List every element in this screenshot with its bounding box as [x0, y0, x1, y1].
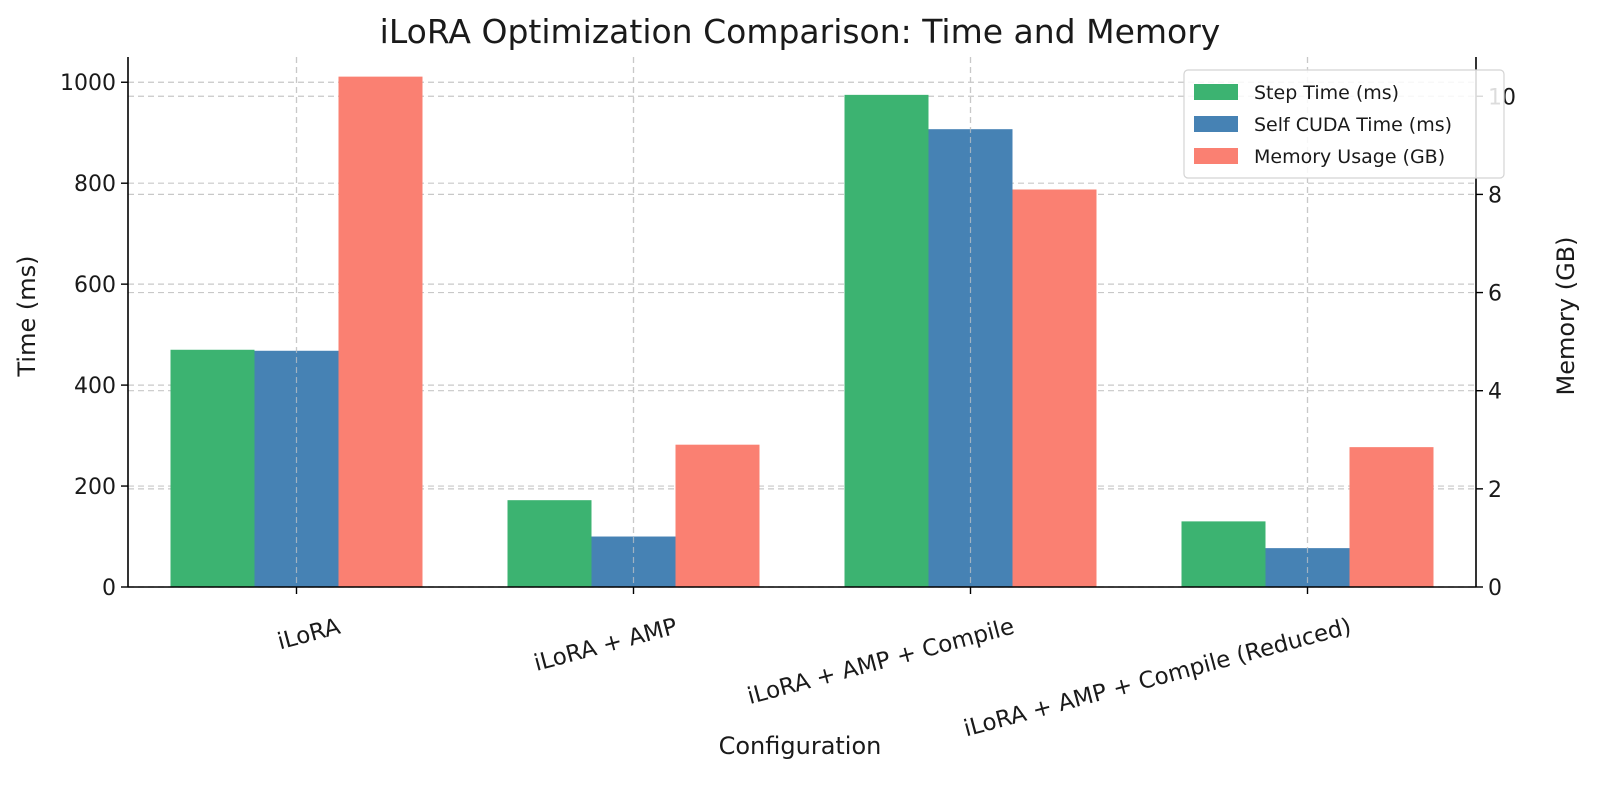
y2-tick-label: 8: [1488, 183, 1502, 208]
chart-title: iLoRA Optimization Comparison: Time and …: [380, 12, 1221, 51]
bar: [1349, 447, 1434, 587]
y-tick-label: 0: [102, 576, 116, 601]
x-tick-label: iLoRA + AMP + Compile: [745, 614, 1017, 710]
legend-entry: Memory Usage (GB): [1254, 146, 1445, 168]
legend-entry: Step Time (ms): [1254, 82, 1399, 104]
x-tick-label: iLoRA: [275, 614, 343, 656]
y2-axis-label: Memory (GB): [1552, 236, 1580, 395]
y2-tick-label: 6: [1488, 282, 1502, 307]
y2-tick-label: 2: [1488, 478, 1502, 503]
legend-swatch: [1194, 148, 1238, 164]
legend-swatch: [1194, 116, 1238, 132]
bar: [507, 500, 592, 587]
bar: [170, 349, 255, 587]
bars-layer: [170, 57, 1434, 587]
bar: [844, 94, 929, 587]
x-tick-label: iLoRA + AMP + Compile (Reduced): [961, 614, 1354, 743]
bar: [338, 76, 423, 587]
y2-tick-label: 4: [1488, 380, 1502, 405]
y-tick-label: 600: [74, 273, 116, 298]
y-axis-label: Time (ms): [13, 256, 41, 378]
bar: [1012, 189, 1097, 587]
y-tick-label: 200: [74, 475, 116, 500]
legend-entry: Self CUDA Time (ms): [1254, 114, 1452, 136]
y-tick-label: 400: [74, 374, 116, 399]
y-tick-label: 800: [74, 172, 116, 197]
bar: [675, 444, 760, 587]
legend: Step Time (ms) Self CUDA Time (ms) Memory …: [1183, 69, 1505, 179]
legend-box: [1183, 69, 1505, 179]
y-tick-label: 1000: [60, 71, 116, 96]
x-axis-label: Configuration: [719, 732, 882, 760]
x-tick-label: iLoRA + AMP: [531, 614, 680, 677]
y2-tick-label: 0: [1488, 576, 1502, 601]
legend-swatch: [1194, 84, 1238, 100]
bar: [1181, 521, 1266, 587]
